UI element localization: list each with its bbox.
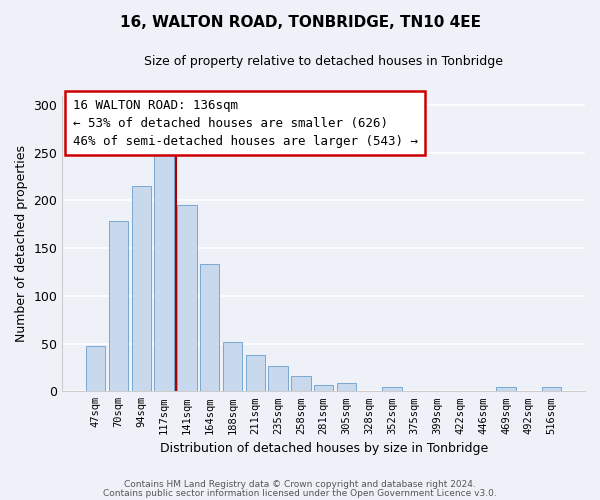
Bar (291, 376, 311, 392)
Bar (223, 342, 242, 392)
Text: Contains public sector information licensed under the Open Government Licence v3: Contains public sector information licen… (103, 488, 497, 498)
Bar (542, 388, 561, 392)
Text: Contains HM Land Registry data © Crown copyright and database right 2024.: Contains HM Land Registry data © Crown c… (124, 480, 476, 489)
Bar (177, 206, 197, 392)
Text: 16, WALTON ROAD, TONBRIDGE, TN10 4EE: 16, WALTON ROAD, TONBRIDGE, TN10 4EE (119, 15, 481, 30)
Bar (382, 388, 402, 392)
Text: 16 WALTON ROAD: 136sqm
← 53% of detached houses are smaller (626)
46% of semi-de: 16 WALTON ROAD: 136sqm ← 53% of detached… (73, 98, 418, 148)
Bar (496, 386, 515, 392)
Title: Size of property relative to detached houses in Tonbridge: Size of property relative to detached ho… (144, 55, 503, 68)
Bar (337, 382, 356, 392)
Bar (86, 346, 106, 392)
Bar (154, 153, 174, 392)
Bar (314, 384, 334, 392)
Bar (109, 222, 128, 392)
Bar (245, 355, 265, 392)
Bar (200, 264, 220, 392)
Bar (131, 186, 151, 392)
Bar (268, 366, 288, 392)
X-axis label: Distribution of detached houses by size in Tonbridge: Distribution of detached houses by size … (160, 442, 488, 455)
Y-axis label: Number of detached properties: Number of detached properties (15, 145, 28, 342)
